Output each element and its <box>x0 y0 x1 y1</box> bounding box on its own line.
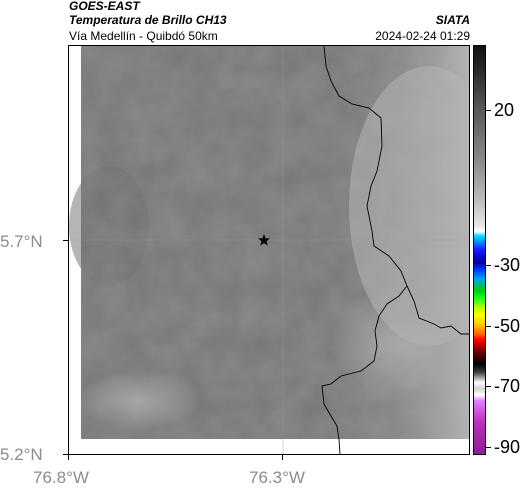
colorbar-tick-minus-50 <box>486 326 491 327</box>
colorbar-label-minus-90: -90 <box>494 437 521 457</box>
lat-label-5-7: 5.7°N <box>0 232 43 251</box>
lon-tick-2 <box>282 455 283 460</box>
grid-lines <box>69 46 469 454</box>
lon-label-76-3: 76.3°W <box>249 468 305 487</box>
lat-label-5-2: 5.2°N <box>0 445 43 464</box>
region-subtitle: Vía Medellín - Quibdó 50km <box>69 29 218 43</box>
colorbar-label-minus-30: -30 <box>494 255 521 275</box>
colorbar-tick-minus-30 <box>486 265 491 266</box>
lat-tick-1 <box>63 240 69 241</box>
temperature-colorbar <box>473 45 486 455</box>
department-boundaries <box>321 46 469 454</box>
datetime-label: 2024-02-24 01:29 <box>375 29 470 43</box>
satellite-map[interactable] <box>68 45 470 455</box>
colorbar-tick-minus-90 <box>486 447 491 448</box>
lat-tick-2 <box>63 454 69 455</box>
satellite-label: GOES-EAST <box>69 0 140 13</box>
colorbar-label-minus-70: -70 <box>494 376 521 396</box>
lon-label-76-8: 76.8°W <box>33 468 89 487</box>
product-title: Temperatura de Brillo CH13 <box>69 13 227 27</box>
colorbar-label-minus-50: -50 <box>494 316 521 336</box>
map-canvas <box>69 46 469 454</box>
colorbar-tick-minus-70 <box>486 386 491 387</box>
lon-tick-1 <box>68 455 69 460</box>
brightness-temperature-field <box>69 46 469 439</box>
colorbar-tick-20 <box>486 110 491 111</box>
star-marker <box>258 234 270 246</box>
organization-label: SIATA <box>435 13 470 27</box>
colorbar-label-20: 20 <box>494 100 515 120</box>
